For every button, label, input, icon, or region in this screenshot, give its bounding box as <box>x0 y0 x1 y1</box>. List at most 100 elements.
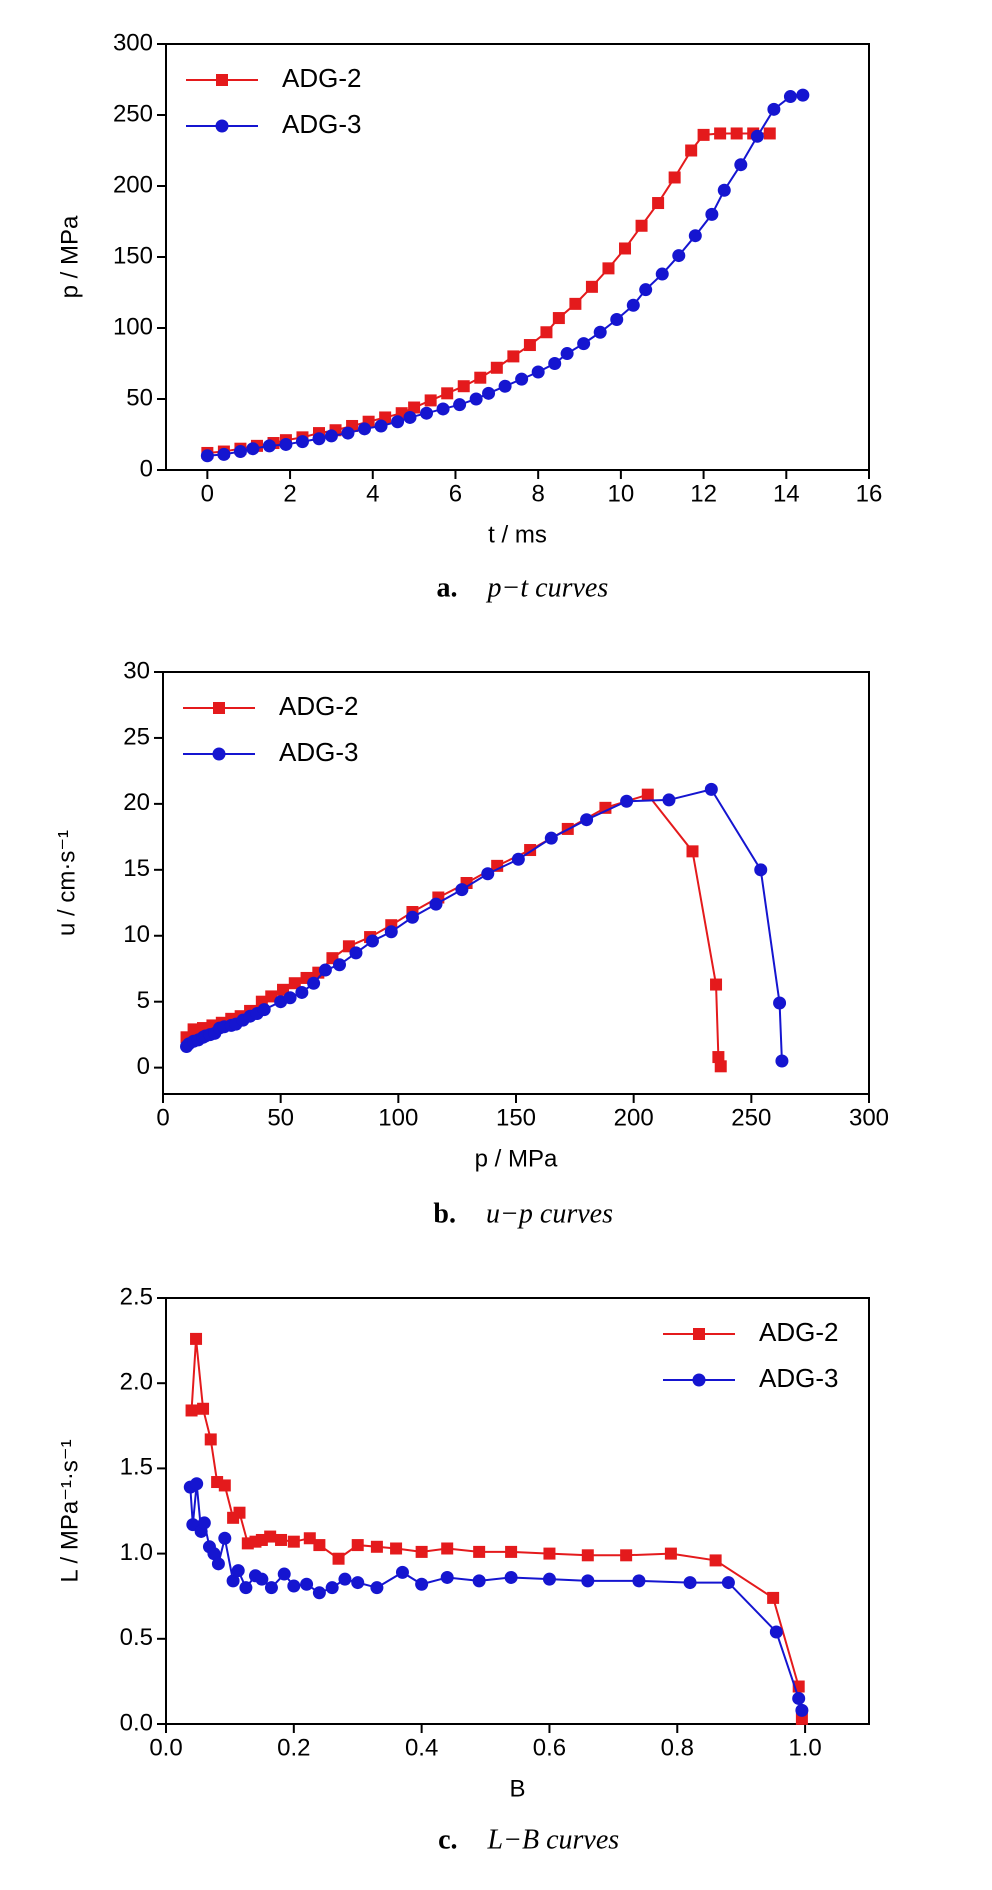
marker <box>415 1545 428 1558</box>
marker <box>581 1574 595 1588</box>
series-line <box>185 788 783 1062</box>
marker <box>370 1540 383 1553</box>
marker <box>390 1542 403 1555</box>
marker <box>338 1572 352 1586</box>
x-tick-label: 0.4 <box>405 1734 438 1761</box>
y-tick-label: 15 <box>123 855 150 882</box>
marker <box>295 435 309 449</box>
marker <box>540 326 553 339</box>
marker <box>523 339 536 352</box>
legend-marker <box>692 1373 706 1387</box>
marker <box>705 207 719 221</box>
marker <box>552 312 565 325</box>
marker <box>655 267 669 281</box>
y-tick-label: 0 <box>140 455 153 482</box>
marker <box>626 298 640 312</box>
marker <box>792 1691 806 1705</box>
marker <box>341 426 355 440</box>
marker <box>185 1404 198 1417</box>
marker <box>424 394 437 407</box>
marker <box>472 1574 486 1588</box>
marker <box>283 991 297 1005</box>
marker <box>620 1549 633 1562</box>
marker <box>349 946 363 960</box>
x-tick-label: 0 <box>156 1104 169 1131</box>
marker <box>569 297 582 310</box>
x-tick-label: 300 <box>849 1104 889 1131</box>
legend-label: ADG-2 <box>279 691 358 721</box>
legend-label: ADG-3 <box>279 737 358 767</box>
series-line <box>207 94 803 457</box>
marker <box>246 442 260 456</box>
marker <box>796 88 810 102</box>
marker <box>544 831 558 845</box>
x-tick-label: 0.8 <box>661 1734 694 1761</box>
caption: u−p curves <box>486 1198 613 1229</box>
marker <box>218 1479 231 1492</box>
y-tick-label: 20 <box>123 789 150 816</box>
caption-label: b. <box>433 1198 456 1229</box>
marker <box>664 1547 677 1560</box>
marker <box>686 845 699 858</box>
marker <box>455 883 469 897</box>
marker <box>714 127 727 140</box>
marker <box>405 910 419 924</box>
marker <box>710 978 723 991</box>
marker <box>457 380 470 393</box>
marker <box>395 1565 409 1579</box>
marker <box>313 1539 326 1552</box>
marker <box>593 325 607 339</box>
y-tick-label: 300 <box>113 29 153 56</box>
marker <box>264 1530 277 1543</box>
x-tick-label: 12 <box>690 480 717 507</box>
marker <box>635 219 648 232</box>
x-tick-label: 6 <box>449 480 462 507</box>
marker <box>652 197 665 210</box>
marker <box>226 1574 240 1588</box>
marker <box>709 1554 722 1567</box>
marker <box>548 357 562 370</box>
y-tick-label: 30 <box>123 657 150 684</box>
marker <box>441 1542 454 1555</box>
marker <box>287 1535 300 1548</box>
marker <box>585 280 598 293</box>
marker <box>197 1516 211 1530</box>
marker <box>277 1567 291 1581</box>
marker <box>351 1576 365 1590</box>
marker <box>415 1577 429 1591</box>
marker <box>300 1577 314 1591</box>
marker <box>473 1545 486 1558</box>
series-line <box>189 1483 803 1711</box>
marker <box>312 432 326 446</box>
legend-marker <box>213 702 225 714</box>
marker <box>620 794 634 808</box>
marker <box>750 129 764 143</box>
marker <box>714 1060 727 1073</box>
y-axis-label: L / MPa⁻¹·s⁻¹ <box>56 1439 83 1582</box>
x-tick-label: 0.0 <box>149 1734 182 1761</box>
marker <box>783 90 797 104</box>
marker <box>619 242 632 255</box>
marker <box>763 127 776 140</box>
marker <box>239 1581 253 1595</box>
marker <box>365 934 379 948</box>
x-tick-label: 16 <box>856 480 883 507</box>
y-tick-label: 100 <box>113 313 153 340</box>
marker <box>318 963 332 977</box>
marker <box>453 398 467 412</box>
x-tick-label: 2 <box>283 480 296 507</box>
marker <box>279 437 293 451</box>
caption-label: a. <box>437 572 458 603</box>
x-tick-label: 250 <box>731 1104 771 1131</box>
marker <box>324 429 338 443</box>
legend-label: ADG-2 <box>282 63 361 93</box>
x-tick-label: 150 <box>496 1104 536 1131</box>
caption: p−t curves <box>486 572 609 603</box>
series-line <box>207 132 770 454</box>
marker <box>560 347 574 361</box>
marker <box>773 996 787 1010</box>
marker <box>469 392 483 406</box>
marker <box>204 1433 217 1446</box>
marker <box>632 1574 646 1588</box>
marker <box>275 1533 288 1546</box>
